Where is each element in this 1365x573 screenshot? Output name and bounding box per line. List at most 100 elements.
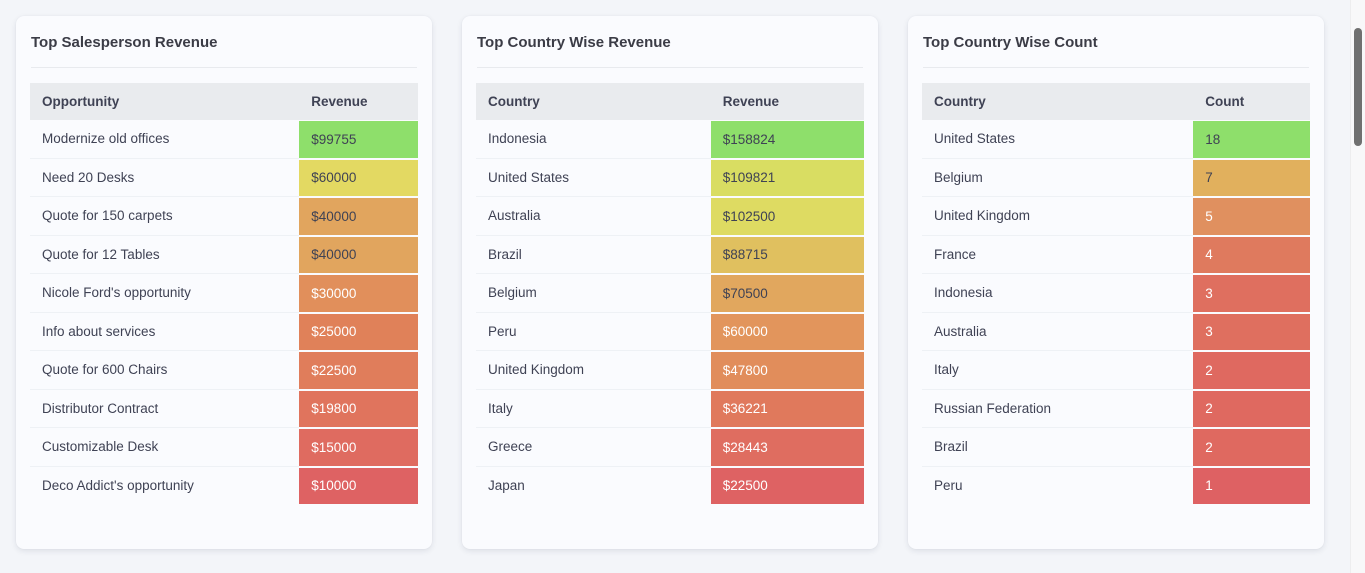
row-value-cell: $102500 [710,198,864,235]
table-header-row: Opportunity Revenue [30,83,418,120]
row-value-cell: $70500 [710,275,864,312]
column-header-country: Country [476,83,711,120]
table-row: Deco Addict's opportunity $10000 [30,467,418,506]
card-title-divider [477,67,863,68]
row-label: Italy [476,390,711,428]
row-value-cell: $99755 [299,121,418,158]
row-label: United Kingdom [922,197,1194,236]
card-top-country-wise-count: Top Country Wise Count Country Count Uni… [908,16,1324,549]
row-value-cell: 3 [1193,313,1310,350]
column-header-revenue: Revenue [710,83,864,120]
country-revenue-table: Country Revenue Indonesia $158824 United… [476,83,864,505]
row-value-cell: $36221 [710,390,864,427]
table-header-row: Country Revenue [476,83,864,120]
row-value-cell: 7 [1193,159,1310,196]
table-row: Indonesia $158824 [476,120,864,159]
row-label: Brazil [922,428,1194,467]
row-value-cell: $109821 [710,159,864,196]
row-label: France [922,236,1194,274]
table-row: Japan $22500 [476,467,864,506]
row-label: Italy [922,351,1194,390]
table-row: Quote for 600 Chairs $22500 [30,351,418,390]
row-label: Need 20 Desks [30,159,300,197]
row-value-cell: $22500 [710,467,864,504]
row-label: Peru [476,313,711,351]
table-row: United States $109821 [476,159,864,197]
row-value-cell: $22500 [299,352,418,389]
row-label: Greece [476,428,711,467]
card-title: Top Country Wise Revenue [477,34,671,51]
row-label: Belgium [922,159,1194,197]
column-header-opportunity: Opportunity [30,83,300,120]
dashboard-cards: Top Salesperson Revenue Opportunity Reve… [16,16,1324,549]
row-label: United States [476,159,711,197]
row-label: Brazil [476,236,711,274]
row-value-cell: $88715 [710,236,864,273]
row-label: Japan [488,478,525,494]
row-value-cell: $10000 [299,467,418,504]
column-header-revenue: Revenue [299,83,418,120]
column-header-country: Country [922,83,1194,120]
table-row: Peru 1 [922,467,1310,506]
row-label: Modernize old offices [30,120,300,159]
row-value-cell: $15000 [299,429,418,466]
table-row: United Kingdom 5 [922,197,1310,236]
table-header-row: Country Count [922,83,1310,120]
card-top-country-wise-revenue: Top Country Wise Revenue Country Revenue… [462,16,878,549]
row-value-cell: 2 [1193,390,1310,427]
country-count-table: Country Count United States 18 Belgium 7… [922,83,1310,505]
table-row: Peru $60000 [476,313,864,351]
row-label: United Kingdom [476,351,711,390]
row-value-cell: 18 [1193,121,1310,158]
table-row: Distributor Contract $19800 [30,390,418,428]
table-row: France 4 [922,236,1310,274]
row-value-cell: $60000 [710,313,864,350]
row-label: Peru [934,478,963,494]
table-row: Italy $36221 [476,390,864,428]
table-row: Brazil $88715 [476,236,864,274]
row-label: Nicole Ford's opportunity [30,274,300,313]
row-value-cell: $158824 [710,121,864,158]
row-label: Australia [476,197,711,236]
table-row: Australia 3 [922,313,1310,351]
table-row: Greece $28443 [476,428,864,467]
row-label: Info about services [30,313,300,351]
card-title: Top Salesperson Revenue [31,34,218,51]
row-label: Indonesia [476,120,711,159]
row-value-cell: $47800 [710,352,864,389]
row-label: Indonesia [922,274,1194,313]
card-title: Top Country Wise Count [923,34,1098,51]
row-value-cell: $40000 [299,198,418,235]
row-value-cell: 4 [1193,236,1310,273]
row-value-cell: $30000 [299,275,418,312]
row-value-cell: 5 [1193,198,1310,235]
card-title-divider [923,67,1309,68]
row-label: Quote for 600 Chairs [30,351,300,390]
row-value-cell: $25000 [299,313,418,350]
row-value-cell: $60000 [299,159,418,196]
row-label: Belgium [476,274,711,313]
scrollbar-thumb[interactable] [1354,28,1362,146]
table-row: Info about services $25000 [30,313,418,351]
column-header-count: Count [1193,83,1310,120]
scrollbar-track[interactable] [1350,0,1365,573]
table-row: Quote for 12 Tables $40000 [30,236,418,274]
table-row: Need 20 Desks $60000 [30,159,418,197]
row-value-cell: $28443 [710,429,864,466]
row-label: Deco Addict's opportunity [42,478,194,494]
row-label: Distributor Contract [30,390,300,428]
row-label: Quote for 12 Tables [30,236,300,274]
card-top-salesperson-revenue: Top Salesperson Revenue Opportunity Reve… [16,16,432,549]
table-row: Belgium $70500 [476,274,864,313]
card-title-divider [31,67,417,68]
row-value-cell: $40000 [299,236,418,273]
table-row: United Kingdom $47800 [476,351,864,390]
table-row: Italy 2 [922,351,1310,390]
row-value-cell: 2 [1193,429,1310,466]
row-value-cell: $19800 [299,390,418,427]
table-row: United States 18 [922,120,1310,159]
table-row: Nicole Ford's opportunity $30000 [30,274,418,313]
table-row: Quote for 150 carpets $40000 [30,197,418,236]
table-row: Russian Federation 2 [922,390,1310,428]
table-row: Indonesia 3 [922,274,1310,313]
